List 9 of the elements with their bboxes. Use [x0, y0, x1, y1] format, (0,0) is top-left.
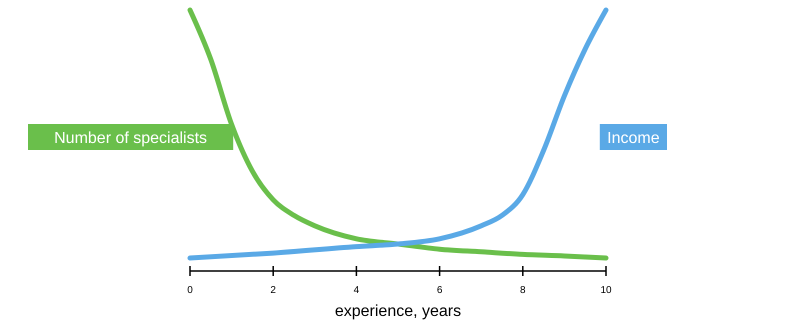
x-axis-title: experience, years: [334, 303, 462, 320]
x-tick-label: 2: [270, 285, 276, 296]
x-tick-label: 10: [600, 285, 612, 296]
x-tick-label: 6: [436, 285, 443, 296]
text: Income: [607, 130, 660, 147]
x-tick-label: 8: [520, 285, 526, 296]
x-tick-label: 4: [354, 285, 360, 296]
x-tick-label: 0: [187, 285, 194, 296]
series-label: Number of specialists: [54, 130, 208, 147]
